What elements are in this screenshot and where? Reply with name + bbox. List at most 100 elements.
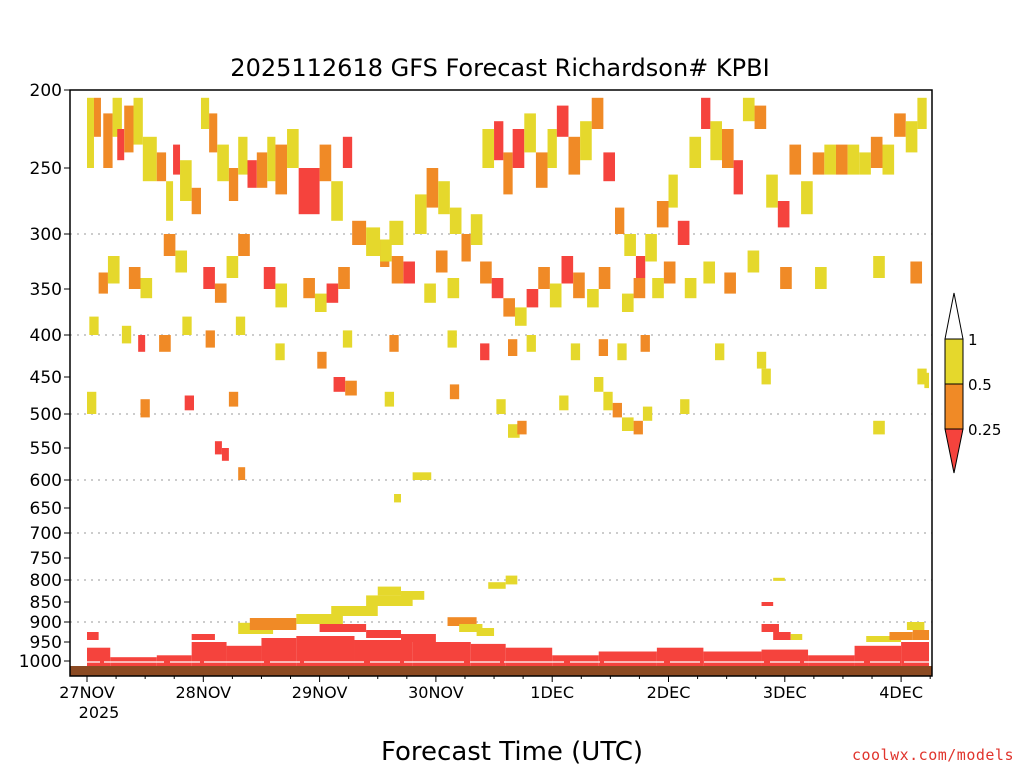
ri-cell	[412, 472, 432, 480]
ri-cell	[298, 168, 320, 215]
ri-cell	[133, 97, 143, 145]
ri-cell	[326, 283, 339, 303]
ri-cell	[338, 267, 350, 289]
plot-frame	[69, 89, 933, 677]
ri-cell	[815, 267, 827, 289]
x-tick-label: 27NOV	[59, 683, 115, 702]
ri-cell	[742, 97, 755, 122]
ri-cell	[319, 624, 367, 632]
ri-cell	[508, 424, 520, 438]
ri-boundary-layer	[261, 638, 297, 666]
ri-cell	[166, 181, 174, 221]
x-axis-label: Forecast Time (UTC)	[381, 737, 643, 767]
ri-cell	[561, 256, 574, 284]
ri-cell	[377, 586, 402, 596]
ri-cell	[556, 105, 569, 137]
ri-cell	[87, 391, 97, 414]
ri-cell	[275, 283, 288, 308]
ri-cell	[715, 343, 725, 361]
ri-cell	[812, 152, 825, 175]
ri-cell	[835, 144, 848, 175]
ri-cell	[247, 160, 257, 188]
ri-cell	[112, 97, 122, 137]
y-tick-label: 400	[30, 326, 62, 346]
ri-cell	[906, 622, 925, 630]
ri-cell	[342, 330, 353, 348]
ri-cell	[652, 278, 664, 299]
ri-cell	[117, 129, 125, 161]
ri-cell	[173, 144, 181, 175]
ri-cell	[766, 174, 778, 208]
ri-cell	[209, 113, 218, 153]
ri-cell	[870, 136, 883, 168]
ri-cell	[535, 152, 548, 188]
y-tick-label: 1000	[19, 652, 62, 672]
ri-cell	[912, 630, 930, 640]
ri-cell	[267, 136, 276, 182]
ri-cell	[761, 624, 779, 632]
legend-label: 0.25	[968, 421, 1001, 439]
ri-cell	[107, 256, 120, 284]
ri-cell	[514, 307, 527, 326]
ri-cell	[238, 467, 246, 480]
ri-cell	[701, 97, 711, 129]
ri-cell	[494, 121, 504, 161]
y-tick-label: 300	[30, 225, 62, 245]
ri-cell	[547, 129, 557, 168]
ri-cell	[873, 256, 885, 278]
ri-cell	[435, 250, 448, 273]
ri-cell	[526, 335, 536, 352]
ri-cell	[389, 335, 399, 352]
ri-cell	[366, 227, 381, 256]
ri-cell	[761, 368, 771, 385]
y-tick-label: 250	[30, 159, 62, 179]
ri-boundary-layer	[505, 647, 553, 666]
ri-cell	[633, 278, 646, 299]
ri-cell	[482, 129, 495, 168]
legend-bin-orange	[944, 383, 964, 430]
x-tick-label: 3DEC	[763, 683, 807, 702]
ri-boundary-layer	[156, 655, 192, 666]
ri-cell	[459, 624, 483, 632]
ri-cell	[352, 220, 367, 245]
ri-cell	[491, 278, 504, 299]
ri-cell	[526, 289, 539, 308]
ri-cell	[889, 632, 913, 640]
ground-strip	[70, 666, 932, 676]
ri-cell	[496, 399, 506, 414]
ri-cell	[789, 144, 802, 175]
ri-cell	[366, 595, 413, 606]
ri-cell	[773, 577, 785, 581]
ri-boundary-layer	[226, 645, 262, 666]
ri-cell	[538, 267, 550, 289]
ri-cell	[449, 207, 462, 234]
ri-cell	[191, 634, 215, 640]
ri-cell	[124, 105, 134, 153]
ri-cell	[159, 335, 171, 352]
ri-cell	[882, 144, 895, 175]
credit-link[interactable]: coolwx.com/models	[851, 746, 1014, 764]
legend-over-triangle	[944, 292, 964, 340]
ri-cell	[524, 113, 536, 153]
ri-cell	[790, 634, 803, 640]
ri-cell	[303, 278, 315, 299]
ri-cell	[384, 391, 395, 407]
ri-cell	[238, 234, 250, 256]
x-tick-label: 29NOV	[292, 683, 348, 702]
ri-cell	[319, 144, 332, 182]
y-tick-label: 900	[30, 613, 62, 633]
ri-cell	[924, 372, 930, 389]
ri-cell	[391, 256, 404, 284]
ri-cell	[761, 602, 774, 606]
ri-cell	[503, 152, 513, 195]
ri-cell	[138, 335, 146, 352]
ri-cell	[87, 97, 94, 168]
ri-cell	[447, 330, 457, 348]
ri-cell	[917, 97, 927, 129]
ri-cell	[447, 278, 460, 299]
ri-cell	[403, 261, 415, 284]
ri-cell	[249, 618, 297, 630]
ri-cell	[333, 377, 346, 392]
ri-cell	[342, 136, 353, 168]
